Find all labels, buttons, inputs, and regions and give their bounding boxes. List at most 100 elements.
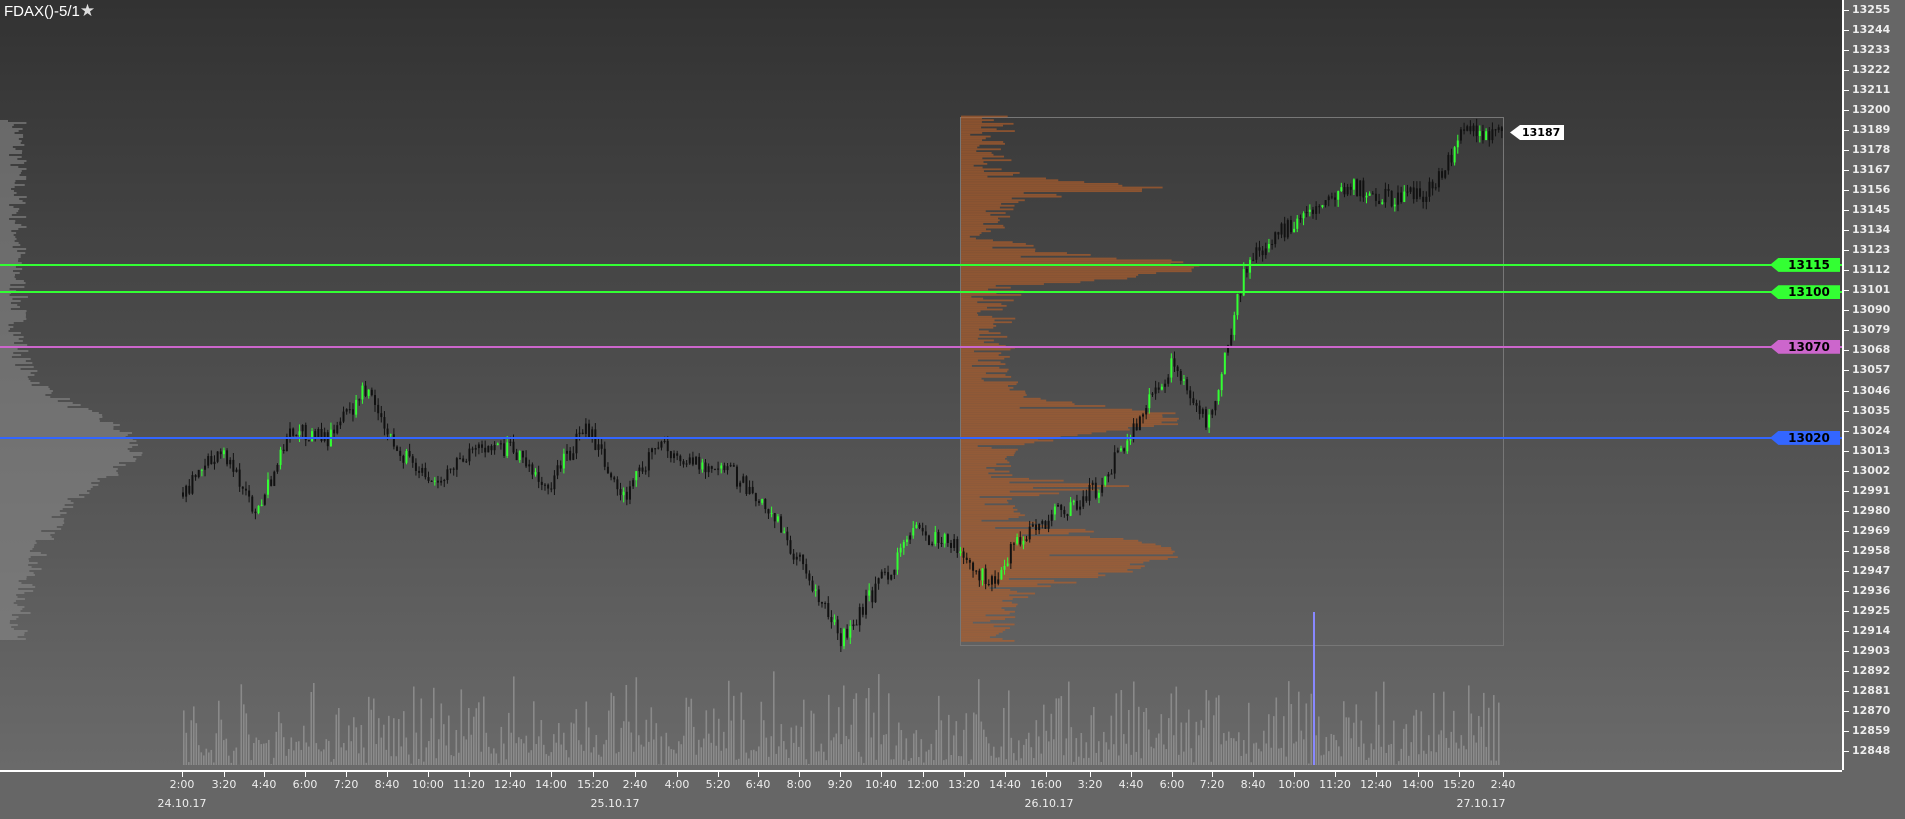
candle-body [1293, 229, 1295, 232]
volume-bar [218, 701, 220, 765]
volume-bar [611, 693, 613, 765]
candle-body [409, 451, 411, 456]
left-profile-bar [0, 130, 19, 132]
profile-bar [961, 352, 1001, 354]
left-profile-bar [0, 182, 15, 184]
left-profile-bar [0, 278, 16, 280]
price-tick [1844, 691, 1849, 692]
candle-body [1004, 566, 1006, 570]
left-profile-bar [0, 408, 88, 410]
candle-body [1359, 180, 1361, 196]
profile-bar [961, 252, 1067, 254]
left-profile-bar [0, 378, 29, 380]
left-profile-bar [0, 580, 19, 582]
volume-bar [1418, 754, 1420, 765]
volume-bar [1061, 696, 1063, 765]
candle-body [827, 603, 829, 617]
left-profile-bar [0, 404, 81, 406]
left-profile-bar [0, 286, 24, 288]
volume-bar [231, 763, 233, 765]
candle-body [1136, 423, 1138, 430]
candle-body [1384, 189, 1386, 202]
time-tick-label: 5:20 [706, 778, 731, 791]
left-profile-bar [0, 294, 10, 296]
volume-bar [528, 753, 530, 765]
left-profile-bar [0, 584, 32, 586]
price-tick-label: 12859 [1852, 724, 1890, 737]
candle-body [1274, 232, 1276, 244]
candle-body [881, 572, 883, 578]
price-tick-label: 13178 [1852, 143, 1890, 156]
volume-bar [431, 718, 433, 765]
volume-bar [613, 696, 615, 765]
volume-bar [1126, 744, 1128, 765]
price-tick-label: 13057 [1852, 363, 1890, 376]
candle-body [220, 451, 222, 454]
candle-body [503, 443, 505, 456]
volume-bar [636, 677, 638, 765]
volume-bar [1211, 762, 1213, 765]
volume-bar [1406, 724, 1408, 765]
volume-bar [1321, 755, 1323, 765]
candle-body [339, 422, 341, 426]
left-profile-bar [0, 420, 100, 422]
candle-body [1428, 182, 1430, 197]
time-tick-label: 8:00 [787, 778, 812, 791]
volume-bar [223, 740, 225, 765]
volume-bar [1278, 749, 1280, 765]
price-tick [1844, 370, 1849, 371]
volume-bar [1471, 714, 1473, 765]
volume-bar [546, 754, 548, 765]
volume-bar [638, 735, 640, 765]
left-profile-bar [0, 392, 52, 394]
time-tick [305, 772, 306, 777]
left-profile-bar [0, 354, 21, 356]
volume-bar [538, 736, 540, 765]
left-profile-bar [0, 120, 8, 122]
profile-bar [961, 360, 978, 362]
candle-body [355, 400, 357, 415]
volume-bar [1388, 745, 1390, 765]
price-tick-label: 13046 [1852, 384, 1890, 397]
price-tick [1844, 50, 1849, 51]
profile-bar [961, 316, 992, 318]
volume-bar-spike [1313, 612, 1315, 765]
profile-bar [961, 381, 1018, 383]
candle-body [1479, 131, 1481, 136]
left-profile-bar [0, 536, 52, 538]
time-tick-label: 4:40 [1119, 778, 1144, 791]
left-profile-bar [0, 172, 21, 174]
volume-bar [691, 699, 693, 765]
volume-bar [1291, 704, 1293, 765]
candle-body [834, 620, 836, 623]
candle-body [830, 617, 832, 622]
volume-bar [566, 750, 568, 765]
profile-bar [961, 609, 1005, 611]
left-profile-bar [0, 514, 60, 516]
candle-body [283, 450, 285, 451]
volume-bar [1213, 715, 1215, 765]
time-tick [510, 772, 511, 777]
left-profile-bar [0, 398, 70, 400]
volume-bar [1023, 745, 1025, 765]
volume-bar [303, 726, 305, 765]
volume-bar [683, 736, 685, 765]
volume-bar [831, 740, 833, 765]
candle-body [1161, 387, 1163, 390]
profile-bar [961, 188, 1142, 190]
volume-bar [1241, 756, 1243, 765]
profile-bar [961, 440, 1053, 442]
left-profile-bar [0, 528, 61, 530]
left-profile-bar [0, 552, 41, 554]
profile-bar [961, 192, 1024, 194]
volume-bar [326, 739, 328, 765]
volume-bar [1331, 734, 1333, 765]
profile-bar [961, 474, 1012, 476]
volume-bar [731, 721, 733, 765]
volume-bar [1366, 760, 1368, 765]
price-tick-label: 13255 [1852, 3, 1890, 16]
volume-bar [788, 758, 790, 765]
candle-body [248, 491, 250, 497]
left-profile-bar [0, 480, 100, 482]
candle-body [1422, 197, 1424, 202]
